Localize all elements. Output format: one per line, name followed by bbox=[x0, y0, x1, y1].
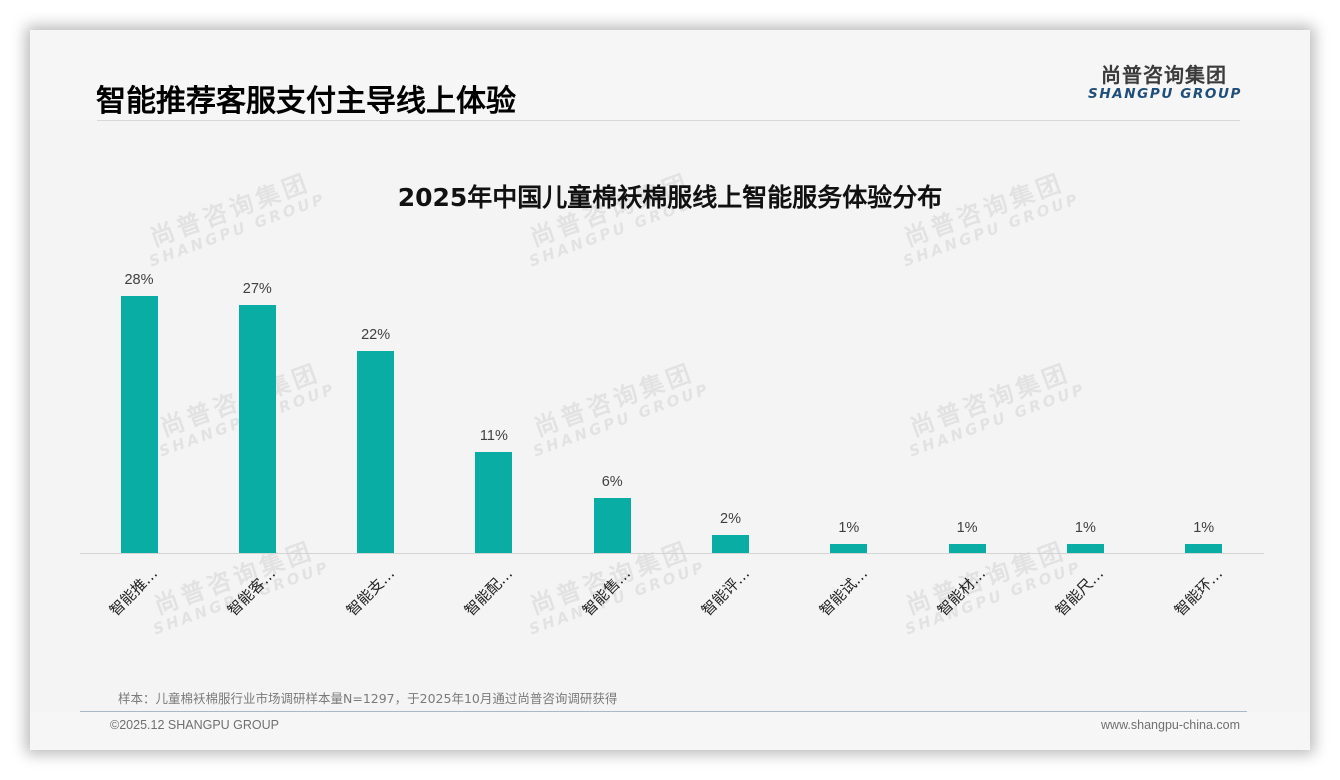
x-axis-category-label: 智能试… bbox=[815, 564, 871, 620]
logo-english-text: SHANGPU GROUP bbox=[1088, 86, 1243, 102]
x-axis-category-label: 智能客… bbox=[224, 564, 280, 620]
sample-footnote: 样本：儿童棉袄棉服行业市场调研样本量N=1297，于2025年10月通过尚普咨询… bbox=[118, 691, 618, 706]
watermark-en: SHANGPU GROUP bbox=[530, 379, 713, 461]
x-axis-category-label: 智能评… bbox=[697, 564, 753, 620]
watermark-cn: 尚普咨询集团 bbox=[906, 358, 1075, 443]
header-band bbox=[30, 30, 1310, 120]
footer-band bbox=[30, 712, 1310, 750]
bar[interactable] bbox=[1185, 544, 1223, 553]
bar[interactable] bbox=[120, 296, 158, 553]
slide-card: 智能推荐客服支付主导线上体验 尚普咨询集团 SHANGPU GROUP 尚普咨询… bbox=[30, 30, 1310, 750]
x-axis-category-label: 智能推… bbox=[105, 564, 162, 620]
bar-value-label: 6% bbox=[601, 474, 623, 490]
x-axis-category-label: 智能环… bbox=[1170, 564, 1226, 620]
x-axis-category-label: 智能售… bbox=[579, 564, 635, 620]
bar-value-label: 1% bbox=[838, 520, 860, 536]
page-title: 智能推荐客服支付主导线上体验 bbox=[96, 84, 516, 119]
x-axis-category-label: 智能配… bbox=[460, 564, 517, 620]
x-axis-category-label: 智能尺… bbox=[1052, 564, 1108, 620]
header-divider bbox=[97, 120, 1240, 121]
bar-value-label: 1% bbox=[956, 520, 978, 536]
bar[interactable] bbox=[712, 535, 749, 553]
bar[interactable] bbox=[948, 544, 986, 553]
website-link[interactable]: www.shangpu-china.com bbox=[1101, 718, 1240, 732]
bar[interactable] bbox=[830, 544, 868, 553]
bar-value-label: 22% bbox=[361, 327, 391, 343]
bar[interactable] bbox=[475, 452, 513, 553]
bar-value-label: 28% bbox=[124, 272, 154, 288]
logo-chinese-text: 尚普咨询集团 bbox=[1101, 63, 1227, 87]
bar[interactable] bbox=[357, 351, 395, 553]
watermark-cn: 尚普咨询集团 bbox=[530, 358, 699, 443]
x-axis-line bbox=[80, 553, 1264, 554]
bar-value-label: 1% bbox=[1193, 520, 1215, 536]
bar[interactable] bbox=[1066, 544, 1104, 553]
footer-divider bbox=[80, 711, 1247, 712]
company-logo: 尚普咨询集团 SHANGPU GROUP bbox=[1088, 64, 1240, 102]
bar-value-label: 1% bbox=[1074, 520, 1096, 536]
bar-value-label: 2% bbox=[720, 511, 741, 527]
bar[interactable] bbox=[593, 498, 631, 553]
x-axis-category-label: 智能材… bbox=[934, 564, 990, 620]
watermark-en: SHANGPU GROUP bbox=[906, 379, 1089, 461]
bar-value-label: 11% bbox=[479, 428, 508, 444]
bar-value-label: 27% bbox=[242, 281, 272, 297]
copyright-text: ©2025.12 SHANGPU GROUP bbox=[110, 718, 279, 732]
x-axis-category-label: 智能支… bbox=[342, 564, 398, 620]
chart-title: 2025年中国儿童棉袄棉服线上智能服务体验分布 bbox=[397, 183, 943, 212]
bar[interactable] bbox=[238, 305, 276, 553]
